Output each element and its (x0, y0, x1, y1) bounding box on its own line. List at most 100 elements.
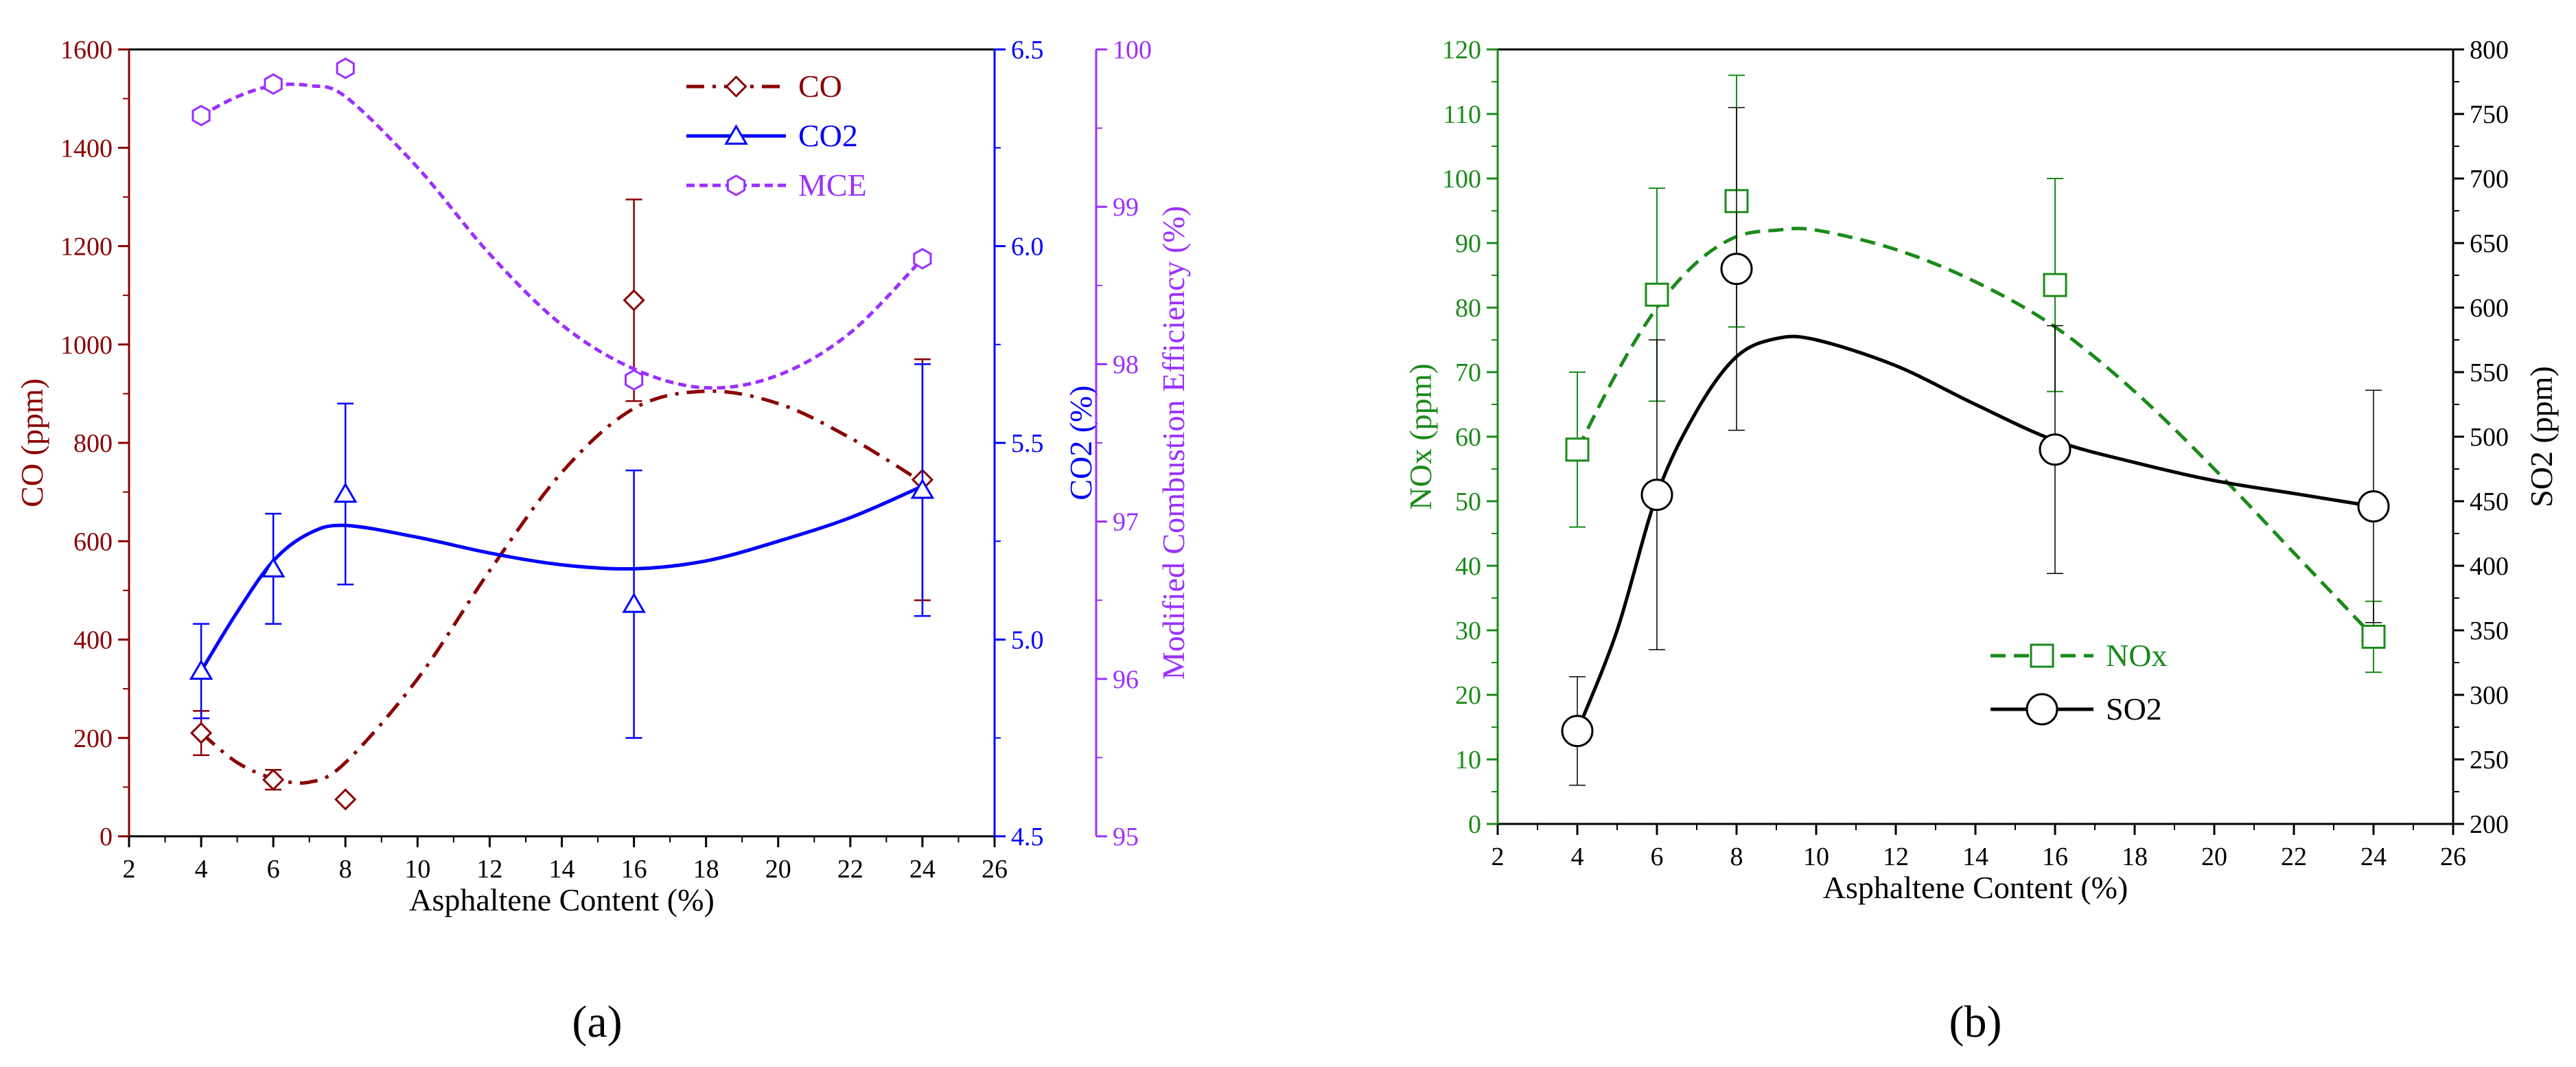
y-tick-label-mce: 95 (1113, 823, 1139, 851)
legend-label-mce: MCE (798, 168, 867, 203)
y-tick-label-so2: 650 (2470, 229, 2509, 258)
y-tick-label-nox: 80 (1455, 294, 1481, 323)
data-point-co2 (622, 592, 646, 613)
x-tick-label: 10 (404, 855, 430, 884)
y-tick-label-so2: 750 (2470, 100, 2509, 129)
y-tick-label-so2: 350 (2470, 617, 2509, 645)
data-point-co2 (261, 557, 286, 578)
data-point-mce (625, 369, 644, 391)
panel-label-b: (b) (1949, 997, 2002, 1047)
y-tick-label-so2: 300 (2470, 681, 2509, 710)
y-tick-label-co: 1600 (60, 36, 113, 65)
y-tick-label-so2: 600 (2470, 294, 2509, 323)
y-axis-title-co: CO (ppm) (14, 378, 49, 507)
y-tick-label-so2: 500 (2470, 423, 2509, 452)
y-tick-label-co: 1000 (60, 331, 113, 360)
x-tick-label: 16 (2042, 842, 2068, 871)
x-tick-label: 20 (765, 855, 791, 884)
x-tick-label: 14 (549, 855, 575, 884)
y-tick-label-so2: 250 (2470, 746, 2509, 775)
data-point-so2 (2039, 433, 2072, 466)
y-tick-label-nox: 60 (1455, 423, 1481, 452)
data-point-nox (2043, 273, 2067, 297)
y-tick-label-co: 200 (73, 724, 113, 753)
x-tick-label: 2 (1492, 842, 1505, 871)
y-tick-label-co: 1200 (60, 233, 113, 262)
y-tick-label-nox: 50 (1455, 487, 1481, 516)
y-tick-label-mce: 99 (1113, 193, 1139, 222)
y-tick-label-co: 400 (73, 626, 113, 655)
x-tick-label: 12 (1883, 842, 1909, 871)
y-axis-title-mce: Modified Combustion Efficiency (%) (1156, 206, 1191, 680)
y-tick-label-mce: 100 (1113, 36, 1152, 65)
data-point-co (334, 788, 357, 811)
x-tick-label: 20 (2201, 842, 2227, 871)
x-tick-label: 24 (909, 855, 936, 884)
data-point-so2 (1640, 479, 1673, 512)
y-axis-title-co2: CO2 (%) (1063, 385, 1098, 500)
y-tick-label-nox: 90 (1455, 229, 1481, 258)
y-tick-label-nox: 70 (1455, 358, 1481, 387)
x-tick-label: 22 (2281, 842, 2307, 871)
data-point-co2 (910, 478, 935, 499)
data-point-so2 (1561, 715, 1594, 748)
x-tick-label: 26 (982, 855, 1008, 884)
y-tick-label-nox: 40 (1455, 552, 1481, 581)
y-tick-label-so2: 200 (2470, 810, 2509, 839)
y-tick-label-mce: 98 (1113, 350, 1139, 379)
y-tick-label-nox: 0 (1468, 810, 1481, 839)
x-tick-label: 16 (621, 855, 647, 884)
y-tick-label-nox: 100 (1442, 165, 1481, 194)
data-point-co (262, 768, 285, 791)
y-tick-label-co: 800 (73, 429, 113, 458)
y-tick-label-co2: 4.5 (1011, 823, 1044, 851)
legend-marker (726, 174, 746, 196)
legend-label-co: CO (798, 69, 842, 104)
data-point-so2 (2357, 490, 2390, 523)
y-tick-label-nox: 120 (1442, 36, 1481, 65)
y-tick-label-nox: 110 (1443, 100, 1481, 129)
y-tick-label-co: 0 (100, 823, 113, 851)
data-point-mce (336, 57, 355, 80)
y-axis-title-so2: SO2 (ppm) (2524, 366, 2559, 507)
series-line-co (200, 389, 924, 785)
y-tick-label-mce: 97 (1113, 508, 1139, 537)
data-point-mce (264, 73, 283, 95)
x-tick-label: 18 (693, 855, 719, 884)
data-point-co (189, 722, 213, 744)
legend-label-so2: SO2 (2106, 691, 2162, 726)
x-tick-label: 14 (1962, 842, 1988, 871)
x-tick-label: 4 (195, 855, 208, 884)
y-tick-label-so2: 800 (2470, 36, 2509, 65)
x-tick-label: 12 (476, 855, 502, 884)
data-point-nox (2361, 624, 2386, 649)
y-tick-label-so2: 400 (2470, 552, 2509, 581)
y-tick-label-mce: 96 (1113, 665, 1139, 694)
y-tick-label-co: 1400 (60, 134, 113, 163)
x-tick-label: 8 (1730, 842, 1743, 871)
y-tick-label-co2: 5.5 (1011, 429, 1044, 458)
x-axis-title: Asphaltene Content (%) (409, 882, 715, 917)
series-line-so2 (1575, 334, 2374, 732)
y-tick-label-so2: 550 (2470, 358, 2509, 387)
x-tick-label: 24 (2360, 842, 2387, 871)
data-point-nox (1645, 282, 1669, 307)
x-tick-label: 26 (2440, 842, 2466, 871)
y-tick-label-co: 600 (73, 527, 113, 556)
y-tick-label-nox: 20 (1455, 681, 1481, 710)
y-tick-label-co2: 6.5 (1011, 36, 1044, 65)
y-tick-label-nox: 10 (1455, 746, 1481, 775)
legend-marker (725, 75, 747, 98)
x-tick-label: 18 (2122, 842, 2148, 871)
y-axis-title-nox: NOx (ppm) (1403, 363, 1438, 509)
y-tick-label-so2: 450 (2470, 487, 2509, 516)
data-point-co (623, 289, 645, 312)
x-tick-label: 10 (1803, 842, 1829, 871)
x-tick-label: 6 (1651, 842, 1664, 871)
legend-label-co2: CO2 (798, 118, 858, 153)
y-tick-label-co2: 5.0 (1011, 626, 1044, 655)
data-point-co2 (333, 482, 358, 503)
x-tick-label: 8 (339, 855, 352, 884)
